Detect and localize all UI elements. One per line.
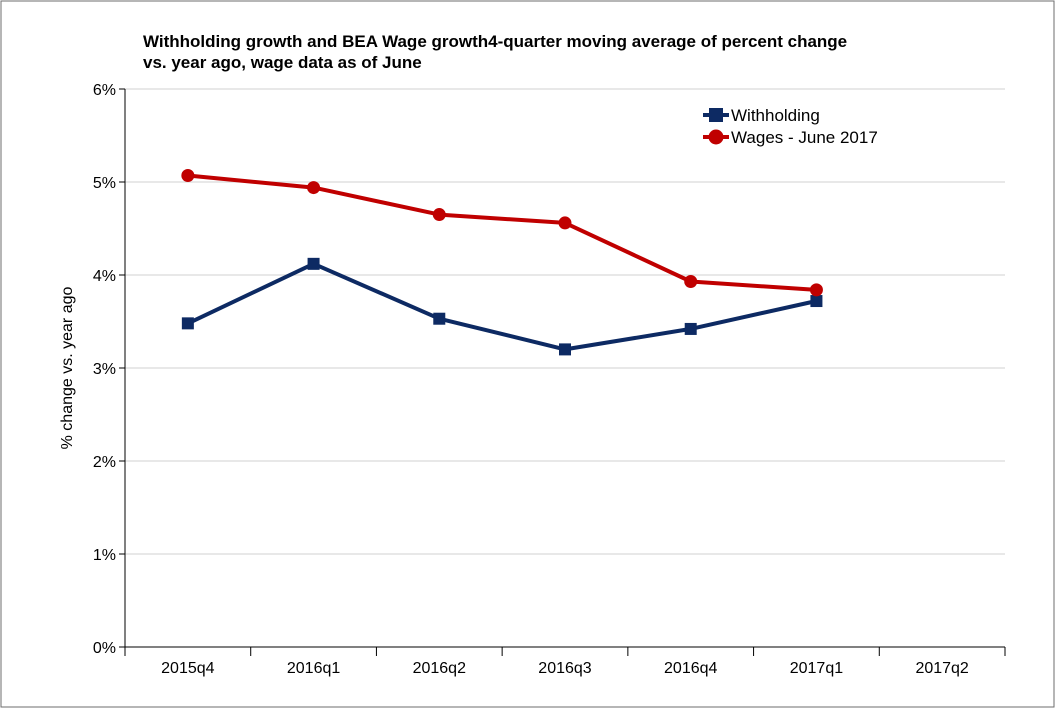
y-tick-label: 1%: [93, 547, 116, 564]
legend-label: Wages - June 2017: [731, 128, 878, 147]
y-tick-label: 5%: [93, 175, 116, 192]
legend-marker-circle: [708, 129, 724, 145]
y-tick-label: 3%: [93, 361, 116, 378]
chart-title-line-1: Withholding growth and BEA Wage growth4-…: [143, 32, 847, 51]
x-tick-label: 2016q2: [413, 660, 466, 677]
data-point-square: [810, 295, 823, 308]
y-tick-label: 6%: [93, 82, 116, 99]
data-point-square: [181, 317, 194, 330]
y-tick-labels: 0% 1% 2% 3% 4% 5% 6%: [93, 82, 116, 657]
data-point-square: [559, 343, 571, 356]
legend-label: Withholding: [731, 106, 820, 125]
x-tick-label: 2015q4: [161, 660, 214, 677]
data-point-circle: [432, 208, 446, 222]
data-point-circle: [307, 181, 321, 195]
y-tick-label: 2%: [93, 454, 116, 471]
data-point-circle: [684, 275, 698, 289]
data-point-circle: [809, 283, 823, 297]
legend-marker-square: [709, 108, 723, 122]
y-tick-label: 0%: [93, 640, 116, 657]
x-tick-label: 2016q3: [538, 660, 591, 677]
x-tick-label: 2017q1: [790, 660, 843, 677]
x-tick-label: 2016q4: [664, 660, 717, 677]
data-point-circle: [181, 168, 195, 182]
chart-title-line-2: vs. year ago, wage data as of June: [143, 53, 422, 72]
series-layer: [181, 168, 823, 356]
axes: [119, 88, 1006, 656]
data-point-square: [307, 257, 320, 270]
series-line-2: [187, 173, 817, 292]
data-point-square: [433, 312, 446, 325]
y-tick-label: 4%: [93, 268, 116, 285]
x-tick-label: 2016q1: [287, 660, 340, 677]
series-line-1: [187, 261, 817, 352]
x-tick-label: 2017q2: [915, 660, 968, 677]
legend: Withholding Wages - June 2017: [703, 106, 878, 147]
data-point-square: [684, 322, 697, 335]
x-tick-labels: 2015q4 2016q1 2016q2 2016q3 2016q4 2017q1 2017…: [161, 660, 969, 677]
y-axis-title: % change vs. year ago: [59, 287, 76, 450]
data-point-circle: [558, 216, 572, 230]
